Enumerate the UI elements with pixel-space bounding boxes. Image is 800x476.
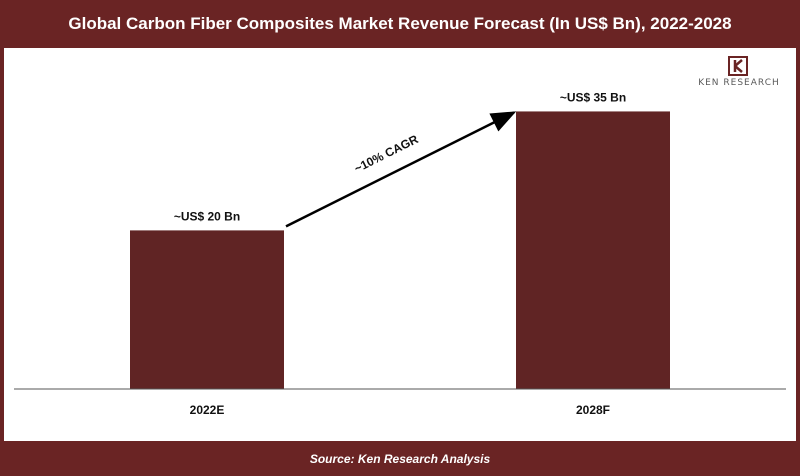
cagr-arrow (285, 111, 517, 228)
cagr-label: ~10% CAGR (352, 132, 421, 176)
bar-2022E (130, 230, 284, 389)
bar-2028F (516, 111, 670, 389)
logo: KEN RESEARCH (684, 56, 794, 92)
x-tick-label-2028F: 2028F (576, 403, 610, 417)
chart-title: Global Carbon Fiber Composites Market Re… (0, 0, 800, 48)
data-label-2028F: ~US$ 35 Bn (560, 90, 626, 104)
source-note: Source: Ken Research Analysis (0, 441, 800, 476)
data-label-2022E: ~US$ 20 Bn (174, 209, 240, 223)
logo-text: KEN RESEARCH (698, 78, 780, 88)
bar-chart: ~US$ 20 Bn 2022E ~US$ 35 Bn 2028F ~10% CAGR (14, 90, 786, 417)
x-tick-label-2022E: 2022E (190, 403, 225, 417)
ken-research-k-logo-icon (728, 56, 748, 76)
